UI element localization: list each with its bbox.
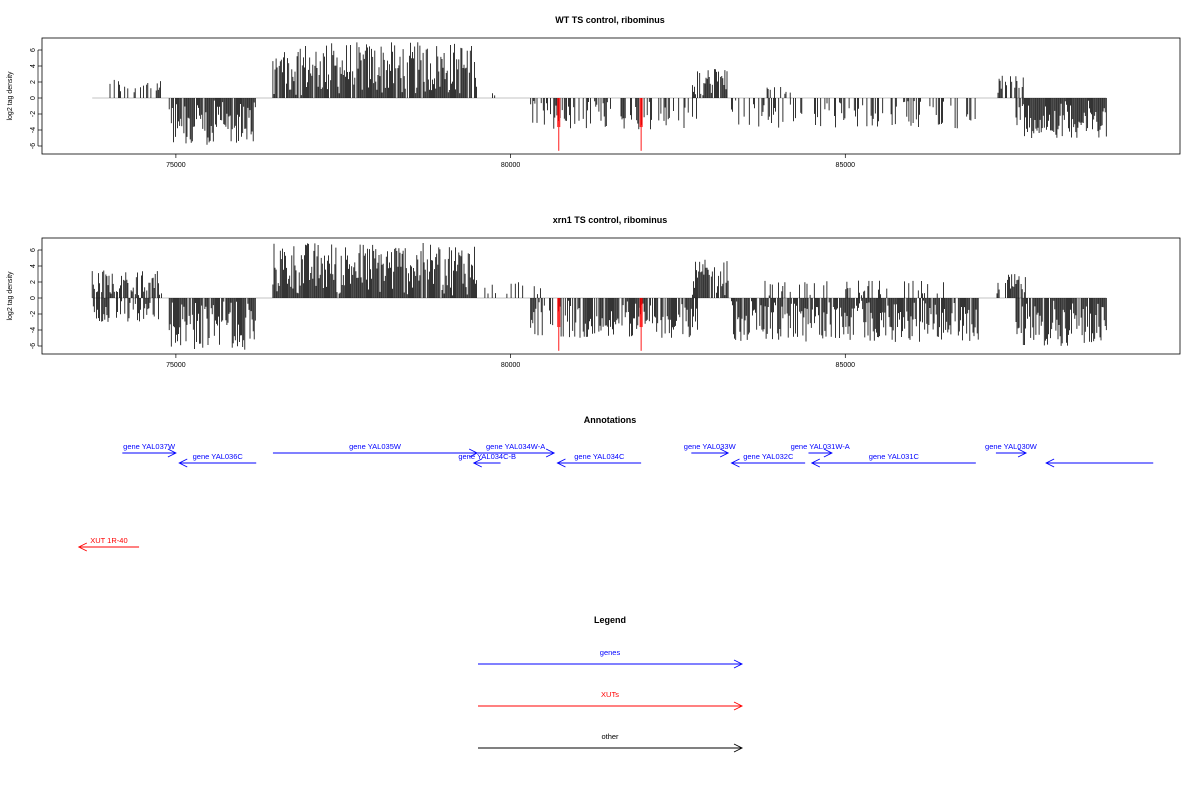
gene-arrow: gene YAL031W-A <box>791 442 850 458</box>
x-axis: 75000 80000 85000 <box>166 354 855 369</box>
y-tick-label: 4 <box>30 64 37 68</box>
plot-frame <box>41 237 1181 355</box>
annotation-label: gene YAL030W <box>985 442 1038 451</box>
x-tick-label: 80000 <box>501 362 521 369</box>
panel-title: xrn1 TS control, ribominus <box>553 215 668 225</box>
legend: Legend genes XUTs other <box>478 615 744 753</box>
y-tick-label: 6 <box>30 248 37 252</box>
y-axis: -6 -4 -2 0 2 4 6 <box>30 248 42 349</box>
annotation-label: gene YAL031W-A <box>791 442 850 451</box>
gene-arrow <box>1045 458 1154 468</box>
gene-arrow: gene YAL034C-B <box>458 452 516 468</box>
plot-frame <box>41 37 1181 155</box>
y-tick-label: -4 <box>30 327 37 333</box>
annotation-label: gene YAL033W <box>684 442 737 451</box>
gene-arrow: gene YAL031C <box>810 452 976 468</box>
annotations-title: Annotations <box>584 415 637 425</box>
legend-label: genes <box>600 648 621 657</box>
x-tick-label: 75000 <box>166 162 186 169</box>
legend-entry: XUTs <box>478 690 744 711</box>
xrn1-coverage-panel: xrn1 TS control, ribominus log2 tag dens… <box>7 215 1181 369</box>
wt-coverage-panel: WT TS control, ribominus log2 tag densit… <box>7 15 1181 169</box>
legend-entry: genes <box>478 648 744 669</box>
annotation-label: gene YAL031C <box>869 452 920 461</box>
x-tick-label: 85000 <box>836 162 856 169</box>
xut-arrow: XUT 1R-40 <box>77 536 140 552</box>
y-tick-label: 2 <box>30 280 37 284</box>
annotation-label: gene YAL034W-A <box>486 442 545 451</box>
annotation-label: gene YAL034C-B <box>458 452 516 461</box>
legend-entries: genes XUTs other <box>478 648 744 753</box>
gene-arrow: gene YAL035W <box>272 442 479 458</box>
x-tick-label: 75000 <box>166 362 186 369</box>
y-tick-label: -4 <box>30 127 37 133</box>
gene-arrow: gene YAL033W <box>684 442 737 458</box>
y-tick-label: -6 <box>30 143 37 149</box>
annotation-label: gene YAL037W <box>123 442 176 451</box>
x-tick-label: 80000 <box>501 162 521 169</box>
annotation-label: gene YAL032C <box>743 452 794 461</box>
x-tick-label: 85000 <box>836 362 856 369</box>
y-tick-label: 0 <box>30 96 37 100</box>
gene-arrow: gene YAL032C <box>730 452 806 468</box>
gene-arrow: gene YAL036C <box>178 452 257 468</box>
annotation-label: XUT 1R-40 <box>90 536 127 545</box>
y-axis-label: log2 tag density <box>7 271 14 321</box>
y-tick-label: 4 <box>30 264 37 268</box>
gene-arrow: gene YAL034C <box>556 452 642 468</box>
annotation-label: gene YAL034C <box>574 452 625 461</box>
x-axis: 75000 80000 85000 <box>166 154 855 169</box>
y-tick-label: 0 <box>30 296 37 300</box>
panel-title: WT TS control, ribominus <box>555 15 665 25</box>
coverage-bars <box>91 243 1107 351</box>
y-tick-label: -6 <box>30 343 37 349</box>
gene-arrow: gene YAL030W <box>985 442 1038 458</box>
gene-arrow: gene YAL034W-A <box>477 442 556 458</box>
gene-arrow: gene YAL037W <box>122 442 177 458</box>
y-tick-label: 2 <box>30 80 37 84</box>
legend-label: XUTs <box>601 690 619 699</box>
annotation-features: gene YAL037W gene YAL036C gene YAL035W gene… <box>77 442 1154 552</box>
y-tick-label: 6 <box>30 48 37 52</box>
legend-entry: other <box>478 732 744 753</box>
annotation-label: gene YAL036C <box>193 452 244 461</box>
legend-label: other <box>601 732 619 741</box>
coverage-bars <box>92 42 1107 151</box>
y-tick-label: -2 <box>30 111 37 117</box>
y-axis: -6 -4 -2 0 2 4 6 <box>30 48 42 149</box>
legend-title: Legend <box>594 615 626 625</box>
y-axis-label: log2 tag density <box>7 71 14 121</box>
annotation-label: gene YAL035W <box>349 442 402 451</box>
y-tick-label: -2 <box>30 311 37 317</box>
